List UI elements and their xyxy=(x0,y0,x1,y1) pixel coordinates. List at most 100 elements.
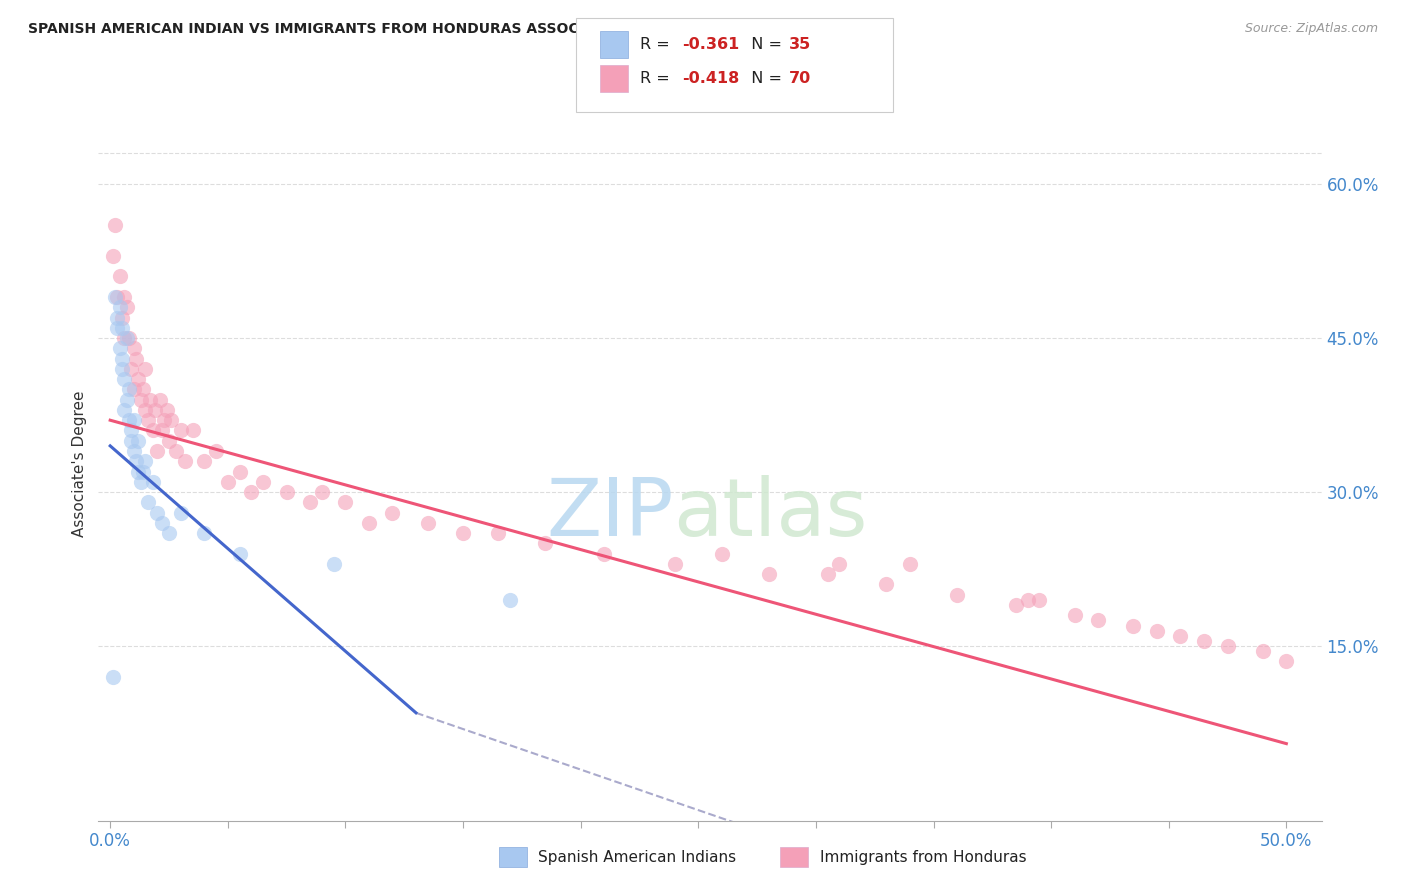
Point xyxy=(120,434,142,448)
Point xyxy=(499,593,522,607)
Text: SPANISH AMERICAN INDIAN VS IMMIGRANTS FROM HONDURAS ASSOCIATE'S DEGREE CORRELATI: SPANISH AMERICAN INDIAN VS IMMIGRANTS FR… xyxy=(28,22,866,37)
Text: -0.361: -0.361 xyxy=(682,37,740,52)
Point xyxy=(141,424,163,438)
Point xyxy=(299,495,322,509)
Point xyxy=(146,506,169,520)
Point xyxy=(276,485,298,500)
Point xyxy=(111,310,134,325)
Point xyxy=(174,454,197,468)
Point xyxy=(111,320,134,334)
Point xyxy=(125,351,148,366)
Point xyxy=(150,424,173,438)
Point xyxy=(136,413,159,427)
Point xyxy=(170,506,193,520)
Point xyxy=(228,547,250,561)
Text: ZIP: ZIP xyxy=(546,475,673,553)
Point xyxy=(149,392,172,407)
Point xyxy=(828,557,851,571)
Point xyxy=(1146,624,1168,638)
Point xyxy=(228,465,250,479)
Point xyxy=(115,392,138,407)
Point xyxy=(105,320,128,334)
Point xyxy=(132,383,155,397)
Point xyxy=(160,413,183,427)
Point xyxy=(193,526,215,541)
Point xyxy=(141,475,163,489)
Point xyxy=(1216,639,1239,653)
Point xyxy=(335,495,357,509)
Point xyxy=(108,342,131,356)
Point xyxy=(120,424,142,438)
Point xyxy=(139,392,162,407)
Point xyxy=(1004,598,1026,612)
Text: Immigrants from Honduras: Immigrants from Honduras xyxy=(820,850,1026,864)
Point xyxy=(1170,629,1192,643)
Point xyxy=(115,331,138,345)
Point xyxy=(132,465,155,479)
Point xyxy=(664,557,686,571)
Y-axis label: Associate's Degree: Associate's Degree xyxy=(72,391,87,537)
Point xyxy=(898,557,921,571)
Point xyxy=(105,290,128,304)
Point xyxy=(357,516,380,530)
Point xyxy=(451,526,474,541)
Point xyxy=(875,577,897,591)
Point xyxy=(170,424,193,438)
Point xyxy=(1087,614,1109,628)
Point xyxy=(129,475,152,489)
Point xyxy=(115,300,138,314)
Point xyxy=(1192,634,1215,648)
Point xyxy=(118,413,141,427)
Point xyxy=(165,444,187,458)
Point xyxy=(758,567,780,582)
Point xyxy=(153,413,176,427)
Text: N =: N = xyxy=(741,71,787,86)
Point xyxy=(156,403,179,417)
Point xyxy=(136,495,159,509)
Point xyxy=(112,403,135,417)
Point xyxy=(111,362,134,376)
Point xyxy=(127,372,149,386)
Point xyxy=(112,331,135,345)
Point xyxy=(104,290,127,304)
Point xyxy=(146,444,169,458)
Point xyxy=(104,218,127,232)
Point xyxy=(240,485,263,500)
Point xyxy=(122,444,145,458)
Point xyxy=(381,506,404,520)
Point xyxy=(127,434,149,448)
Text: 35: 35 xyxy=(789,37,811,52)
Point xyxy=(817,567,839,582)
Point xyxy=(1275,655,1298,669)
Point xyxy=(122,413,145,427)
Text: 70: 70 xyxy=(789,71,811,86)
Point xyxy=(416,516,439,530)
Point xyxy=(1122,618,1144,632)
Point xyxy=(193,454,215,468)
Point xyxy=(205,444,228,458)
Text: Source: ZipAtlas.com: Source: ZipAtlas.com xyxy=(1244,22,1378,36)
Point xyxy=(322,557,344,571)
Point xyxy=(534,536,557,550)
Point xyxy=(486,526,509,541)
Text: R =: R = xyxy=(640,37,675,52)
Point xyxy=(118,331,141,345)
Point xyxy=(127,465,149,479)
Point xyxy=(252,475,274,489)
Point xyxy=(101,670,124,684)
Point xyxy=(134,403,156,417)
Point xyxy=(143,403,166,417)
Point xyxy=(946,588,969,602)
Text: atlas: atlas xyxy=(673,475,868,553)
Point xyxy=(134,454,156,468)
Point xyxy=(157,434,180,448)
Point xyxy=(122,342,145,356)
Point xyxy=(217,475,239,489)
Point xyxy=(118,383,141,397)
Point xyxy=(134,362,156,376)
Point xyxy=(101,249,124,263)
Point xyxy=(150,516,173,530)
Point xyxy=(105,310,128,325)
Text: -0.418: -0.418 xyxy=(682,71,740,86)
Text: R =: R = xyxy=(640,71,675,86)
